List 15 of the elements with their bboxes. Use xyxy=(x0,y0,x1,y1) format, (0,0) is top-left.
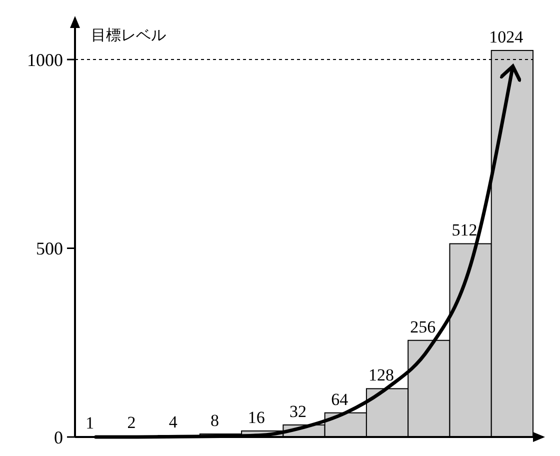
data-label: 2 xyxy=(127,413,136,432)
y-tick-label: 1000 xyxy=(27,50,63,70)
data-label: 16 xyxy=(248,408,265,427)
y-axis-title: 目標レベル xyxy=(91,26,166,44)
data-label: 64 xyxy=(331,390,349,409)
data-label: 4 xyxy=(168,412,178,432)
data-label: 1 xyxy=(86,414,94,433)
data-label: 512 xyxy=(452,220,478,240)
y-tick-label: 0 xyxy=(54,427,63,448)
data-label: 128 xyxy=(368,366,394,385)
data-label: 8 xyxy=(210,410,219,430)
y-tick-label: 500 xyxy=(36,238,63,259)
data-label: 256 xyxy=(410,317,436,336)
data-label: 1024 xyxy=(489,27,524,46)
data-label: 32 xyxy=(290,402,306,421)
